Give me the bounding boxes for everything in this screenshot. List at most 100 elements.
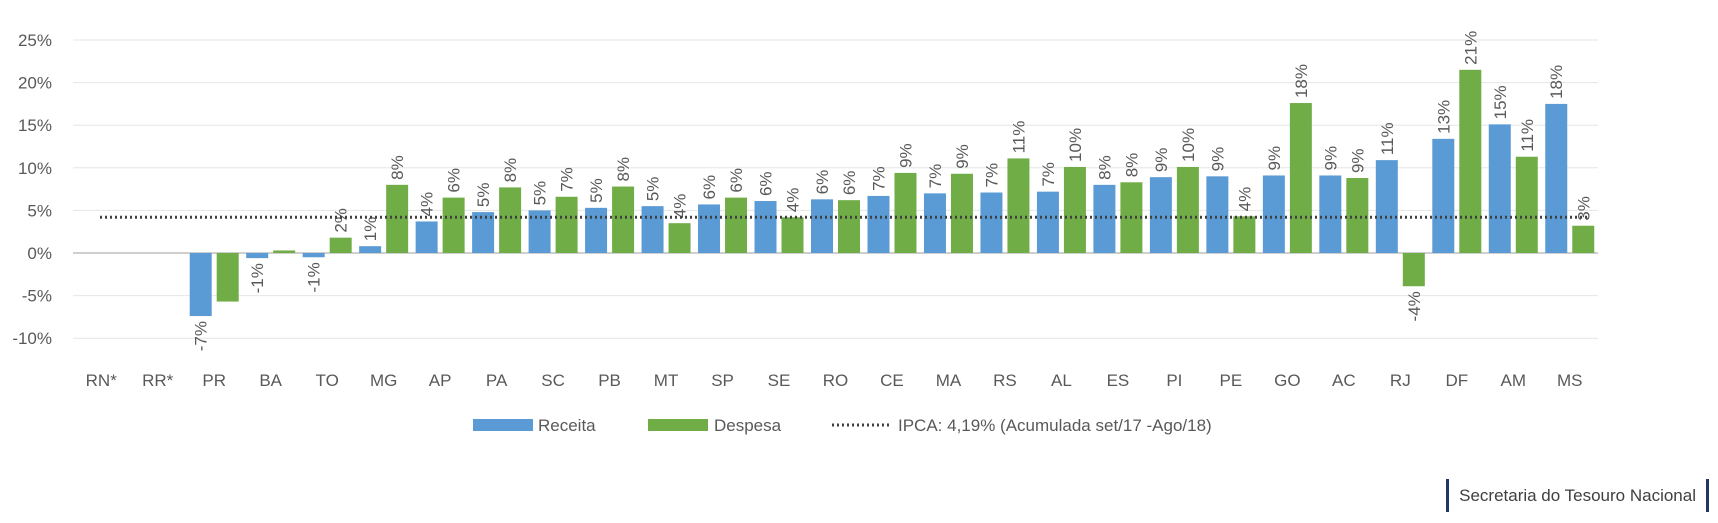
receita-data-label: 9% xyxy=(1208,147,1227,172)
x-tick-label: RO xyxy=(823,371,849,390)
x-tick-label: PA xyxy=(486,371,508,390)
legend-label-ipca: IPCA: 4,19% (Acumulada set/17 -Ago/18) xyxy=(898,416,1212,435)
x-tick-label: ES xyxy=(1107,371,1130,390)
x-tick-label: PI xyxy=(1166,371,1182,390)
legend: Receita Despesa IPCA: 4,19% (Acumulada set… xyxy=(473,416,1212,435)
receita-data-label: 7% xyxy=(1039,162,1058,187)
receita-bar xyxy=(359,246,382,253)
receita-data-label: 8% xyxy=(1095,155,1114,180)
y-tick-label: 20% xyxy=(18,74,52,93)
despesa-data-label: 10% xyxy=(1066,128,1085,162)
x-tick-label: MA xyxy=(936,371,962,390)
despesa-bar xyxy=(555,196,578,253)
receita-data-label: 1% xyxy=(361,217,380,242)
x-tick-label: RR* xyxy=(142,371,174,390)
x-tick-label: BA xyxy=(259,371,282,390)
receita-data-label: 7% xyxy=(926,164,945,189)
despesa-data-label: 8% xyxy=(388,155,407,180)
receita-bar xyxy=(1488,124,1511,254)
footer-text: Secretaria do Tesouro Nacional xyxy=(1459,485,1696,505)
receita-data-label: 15% xyxy=(1491,85,1510,119)
y-axis: 25% 20% 15% 10% 5% 0% -5% -10% xyxy=(12,31,52,348)
receita-data-label: 5% xyxy=(531,181,550,206)
despesa-data-label: 11% xyxy=(1518,119,1537,152)
receita-data-label: -7% xyxy=(192,321,211,351)
despesa-data-label: 4% xyxy=(1235,187,1254,212)
despesa-data-label: 9% xyxy=(896,143,915,168)
receita-data-label: 9% xyxy=(1265,146,1284,171)
despesa-bar xyxy=(1346,178,1369,253)
despesa-data-label: 8% xyxy=(614,157,633,182)
receita-bar xyxy=(528,210,551,253)
despesa-bar xyxy=(1402,253,1425,287)
despesa-data-label: 10% xyxy=(1179,128,1198,162)
receita-bar xyxy=(698,204,721,253)
receita-data-label: 13% xyxy=(1434,100,1453,134)
despesa-bar xyxy=(838,200,860,253)
x-tick-label: AM xyxy=(1501,371,1527,390)
despesa-data-label: 3% xyxy=(1574,196,1593,221)
x-tick-label: AP xyxy=(429,371,452,390)
despesa-data-label: 7% xyxy=(558,167,577,192)
x-tick-label: AC xyxy=(1332,371,1356,390)
receita-bar xyxy=(585,207,608,253)
receita-data-label: 7% xyxy=(869,166,888,191)
x-tick-label: DF xyxy=(1445,371,1468,390)
receita-data-label: 4% xyxy=(418,192,437,217)
bars xyxy=(189,69,1595,317)
receita-data-label: 7% xyxy=(982,163,1001,188)
receita-bar xyxy=(1545,103,1568,254)
despesa-bar xyxy=(1007,158,1030,253)
receita-bar xyxy=(1206,176,1229,253)
receita-data-label: 5% xyxy=(644,177,663,202)
despesa-bar xyxy=(1233,216,1256,253)
despesa-bar xyxy=(329,237,352,253)
receita-data-label: 9% xyxy=(1152,148,1171,173)
despesa-data-label: 18% xyxy=(1292,64,1311,98)
y-tick-label: -10% xyxy=(12,329,52,348)
despesa-data-label: 6% xyxy=(727,168,746,193)
receita-bar xyxy=(1432,138,1455,253)
despesa-bar xyxy=(894,172,917,253)
x-tick-label: MS xyxy=(1557,371,1583,390)
despesa-bar xyxy=(216,253,239,302)
y-tick-label: 10% xyxy=(18,159,52,178)
despesa-data-label: 4% xyxy=(784,188,803,213)
receita-bar xyxy=(1149,177,1172,253)
receita-bar xyxy=(641,206,664,253)
despesa-data-label: 6% xyxy=(445,168,464,193)
receita-bar xyxy=(189,253,212,317)
receita-bar xyxy=(1375,160,1398,253)
receita-bar xyxy=(923,193,946,253)
receita-bar xyxy=(811,199,833,253)
x-tick-label: MG xyxy=(370,371,397,390)
despesa-bar xyxy=(668,223,691,253)
x-tick-label: PE xyxy=(1220,371,1243,390)
y-tick-label: 0% xyxy=(27,244,52,263)
x-tick-label: RJ xyxy=(1390,371,1411,390)
despesa-data-label: 8% xyxy=(501,158,520,183)
y-tick-label: -5% xyxy=(22,287,52,306)
y-tick-label: 5% xyxy=(27,201,52,220)
receita-data-label: 6% xyxy=(757,171,776,196)
despesa-bar xyxy=(725,197,748,253)
receita-data-label: 18% xyxy=(1547,65,1566,99)
x-tick-label: SP xyxy=(711,371,734,390)
despesa-data-label: 9% xyxy=(953,144,972,169)
despesa-bar xyxy=(499,187,522,253)
despesa-bar xyxy=(1515,156,1538,253)
x-tick-label: PR xyxy=(202,371,226,390)
receita-bar xyxy=(1319,175,1342,253)
receita-data-label: 5% xyxy=(587,178,606,203)
legend-swatch-despesa xyxy=(648,419,708,431)
x-tick-label: RS xyxy=(993,371,1017,390)
y-tick-label: 25% xyxy=(18,31,52,50)
receita-data-label: 6% xyxy=(813,170,832,195)
x-tick-label: TO xyxy=(316,371,339,390)
receita-data-label: 9% xyxy=(1321,146,1340,171)
receita-bar xyxy=(867,195,890,253)
x-tick-label: SC xyxy=(541,371,565,390)
despesa-data-label: 9% xyxy=(1348,148,1367,173)
legend-swatch-receita xyxy=(473,419,533,431)
receita-data-label: 11% xyxy=(1378,122,1397,155)
